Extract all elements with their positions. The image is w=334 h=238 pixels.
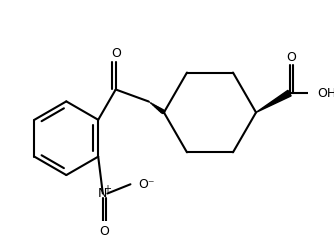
Text: O: O (287, 51, 296, 64)
Text: O⁻: O⁻ (138, 178, 154, 191)
Text: N: N (98, 187, 108, 200)
Text: OH: OH (317, 87, 334, 99)
Text: O: O (100, 225, 110, 238)
Polygon shape (256, 90, 291, 112)
Text: O: O (111, 47, 121, 60)
Text: +: + (104, 184, 112, 194)
